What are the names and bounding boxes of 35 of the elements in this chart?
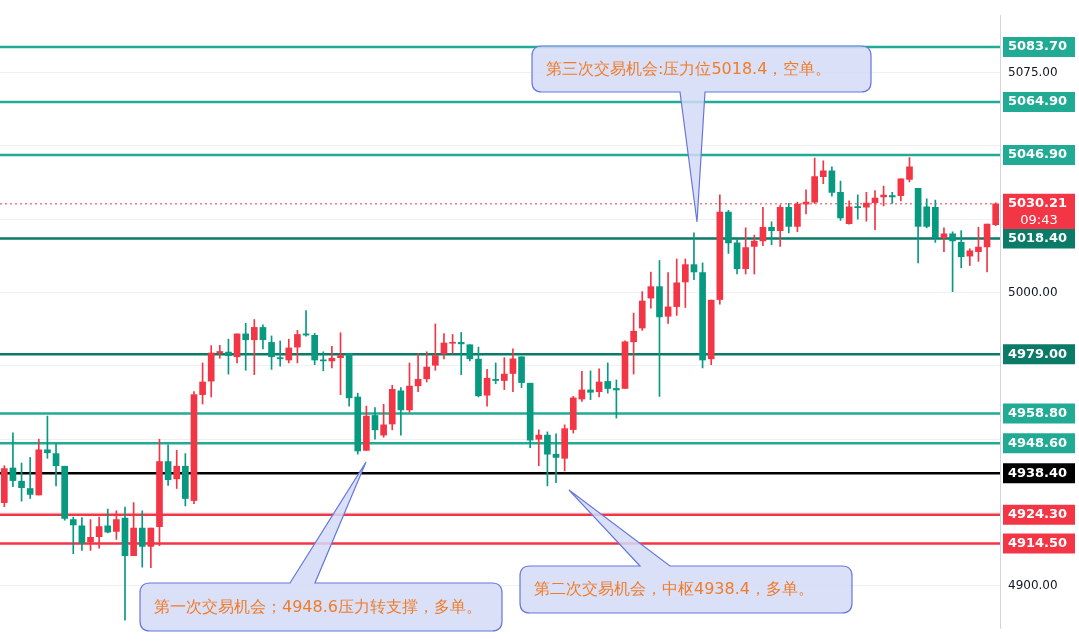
ref-line-label: 5018.40	[1007, 229, 1068, 245]
annotation: 第三次交易机会:压力位5018.4，空单。	[546, 57, 832, 80]
ref-line-label: 5046.90	[1007, 146, 1068, 162]
text: 09:43	[1003, 209, 1075, 229]
candlestick	[457, 332, 465, 375]
candlestick	[940, 227, 948, 253]
annotation: 第二次交易机会，中枢4938.4，多单。	[534, 578, 814, 600]
candlestick	[26, 457, 34, 499]
ref-line-label: 4914.50	[1007, 534, 1068, 550]
ref-line-label: 5083.70	[1007, 38, 1068, 54]
candlestick	[888, 192, 896, 204]
candlestick	[216, 345, 224, 359]
candlestick	[750, 234, 758, 275]
candlestick	[535, 429, 543, 466]
y-tick-label: 5000.00	[1008, 284, 1058, 299]
candlestick	[242, 322, 250, 371]
ref-line-label: 4938.40	[1007, 464, 1068, 480]
ref-line-label: 4958.80	[1007, 404, 1068, 420]
candlestick	[492, 362, 500, 385]
ref-line-label: 5064.90	[1007, 93, 1068, 109]
candlestick	[854, 194, 862, 220]
candlestick	[69, 516, 77, 555]
candlestick	[250, 319, 258, 375]
ref-line-label: 5030.21	[1007, 195, 1068, 211]
candlestick	[552, 433, 560, 483]
ref-line-label: 4948.60	[1007, 434, 1068, 450]
y-tick-label: 4900.00	[1008, 578, 1058, 593]
annotation: 第一次交易机会；4948.6压力转支撑，多单。	[154, 595, 482, 618]
ref-line-label: 4979.00	[1007, 345, 1068, 361]
candlestick	[690, 232, 698, 280]
candlestick	[500, 357, 508, 390]
y-tick-label: 5075.00	[1008, 64, 1058, 79]
candlestick	[276, 340, 284, 367]
ref-line-label: 4924.30	[1007, 506, 1068, 522]
candlestick	[664, 272, 672, 324]
